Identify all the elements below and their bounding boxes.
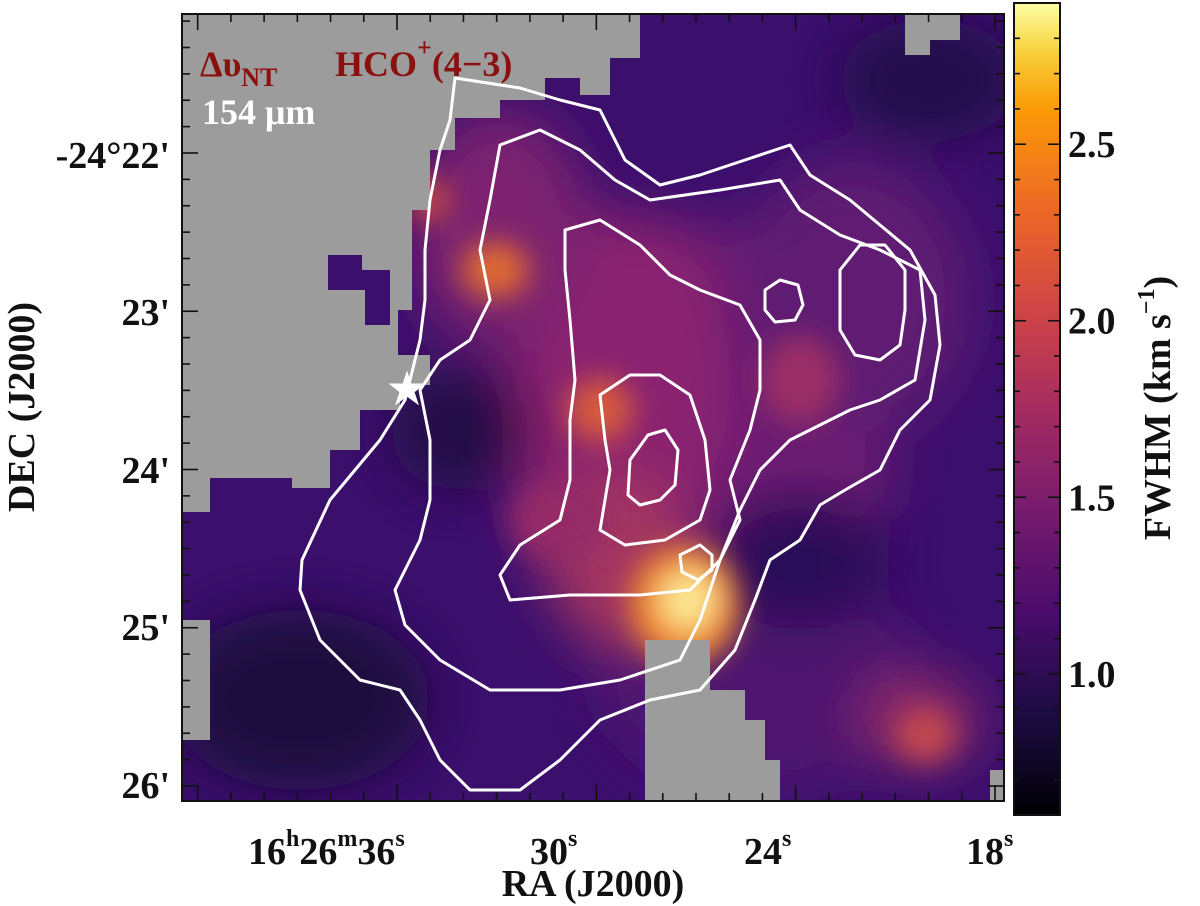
x-tick-s3-unit: s — [1004, 826, 1013, 852]
colorbar-ticks — [1014, 37, 1060, 781]
contour-level-5b — [678, 543, 714, 582]
colorbar-label-exp: −1 — [1134, 289, 1160, 315]
y-tick-label-4: 26' — [121, 765, 170, 807]
y-tick-label-1: 23' — [121, 292, 170, 334]
map-label-sub: NT — [241, 63, 277, 92]
x-tick-s1: 30 — [530, 831, 568, 873]
map-label: ΔυNT — [200, 44, 277, 92]
contour-level-4 — [598, 373, 712, 547]
x-tick-m-unit: m — [337, 826, 357, 852]
contour-east-1 — [838, 243, 907, 362]
colorbar-tick-labels: 1.0 1.5 2.0 2.5 — [1068, 124, 1116, 696]
colorbar-tick-label: 2.5 — [1068, 124, 1116, 166]
y-axis-label: DEC (J2000) — [1, 302, 43, 512]
y-tick-labels: -24°22' 23' 24' 25' 26' — [56, 135, 170, 807]
x-tick-m: 26 — [299, 831, 337, 873]
x-tick-s0: 36 — [357, 831, 395, 873]
x-tick-s2: 24 — [744, 831, 782, 873]
x-tick-h-unit: h — [286, 826, 299, 852]
x-tick-s1-unit: s — [568, 826, 577, 852]
contour-level-2 — [393, 128, 927, 692]
colorbar-label-text: FWHM (km s — [1137, 314, 1179, 540]
colorbar-tick-label: 1.0 — [1068, 654, 1116, 696]
contour-label: 154 μm — [202, 92, 315, 132]
line-label: HCO+(4−3) — [335, 33, 512, 84]
line-label-rest: (4−3) — [432, 44, 513, 84]
colorbar-label-close: ) — [1137, 276, 1179, 289]
masked-region-northeast — [905, 14, 960, 55]
heatmap-image — [182, 14, 1004, 801]
contour-east-2 — [763, 278, 805, 324]
contour-level-1 — [298, 76, 942, 792]
unmasked-island — [328, 255, 390, 325]
contour-level-3 — [498, 218, 762, 602]
x-axis-label: RA (J2000) — [502, 863, 685, 905]
y-tick-label-3: 25' — [121, 607, 170, 649]
line-label-base: HCO — [335, 44, 417, 84]
x-tick-label-3: 18s — [966, 826, 1013, 873]
colorbar-tick-label: 1.5 — [1068, 477, 1116, 519]
y-tick-label-0: -24°22' — [56, 135, 170, 177]
contour-level-5 — [626, 428, 680, 507]
star-marker — [388, 370, 426, 406]
y-tick-label-2: 24' — [121, 450, 170, 492]
x-tick-label-2: 24s — [744, 826, 791, 873]
x-tick-label-1: 30s — [530, 826, 577, 873]
masked-region-south — [645, 640, 780, 801]
x-tick-label-0: 16h26m36s — [248, 826, 405, 873]
colorbar-tick-label: 2.0 — [1068, 301, 1116, 343]
x-tick-s0-unit: s — [395, 826, 404, 852]
masked-regions — [182, 14, 1004, 801]
x-tick-s2-unit: s — [782, 826, 791, 852]
plot-frame — [181, 13, 1005, 802]
masked-region-west — [182, 14, 640, 512]
x-tick-labels: 16h26m36s 30s 24s 18s — [248, 826, 1013, 873]
map-label-base: Δυ — [200, 44, 241, 84]
colorbar — [1013, 2, 1061, 816]
colorbar-label: FWHM (km s−1) — [1134, 276, 1179, 540]
masked-region-southwest — [182, 620, 210, 740]
x-tick-h: 16 — [248, 831, 286, 873]
axis-ticks — [182, 14, 1004, 801]
x-tick-s3: 18 — [966, 831, 1004, 873]
contours — [298, 76, 942, 792]
line-label-sup: + — [417, 33, 432, 62]
